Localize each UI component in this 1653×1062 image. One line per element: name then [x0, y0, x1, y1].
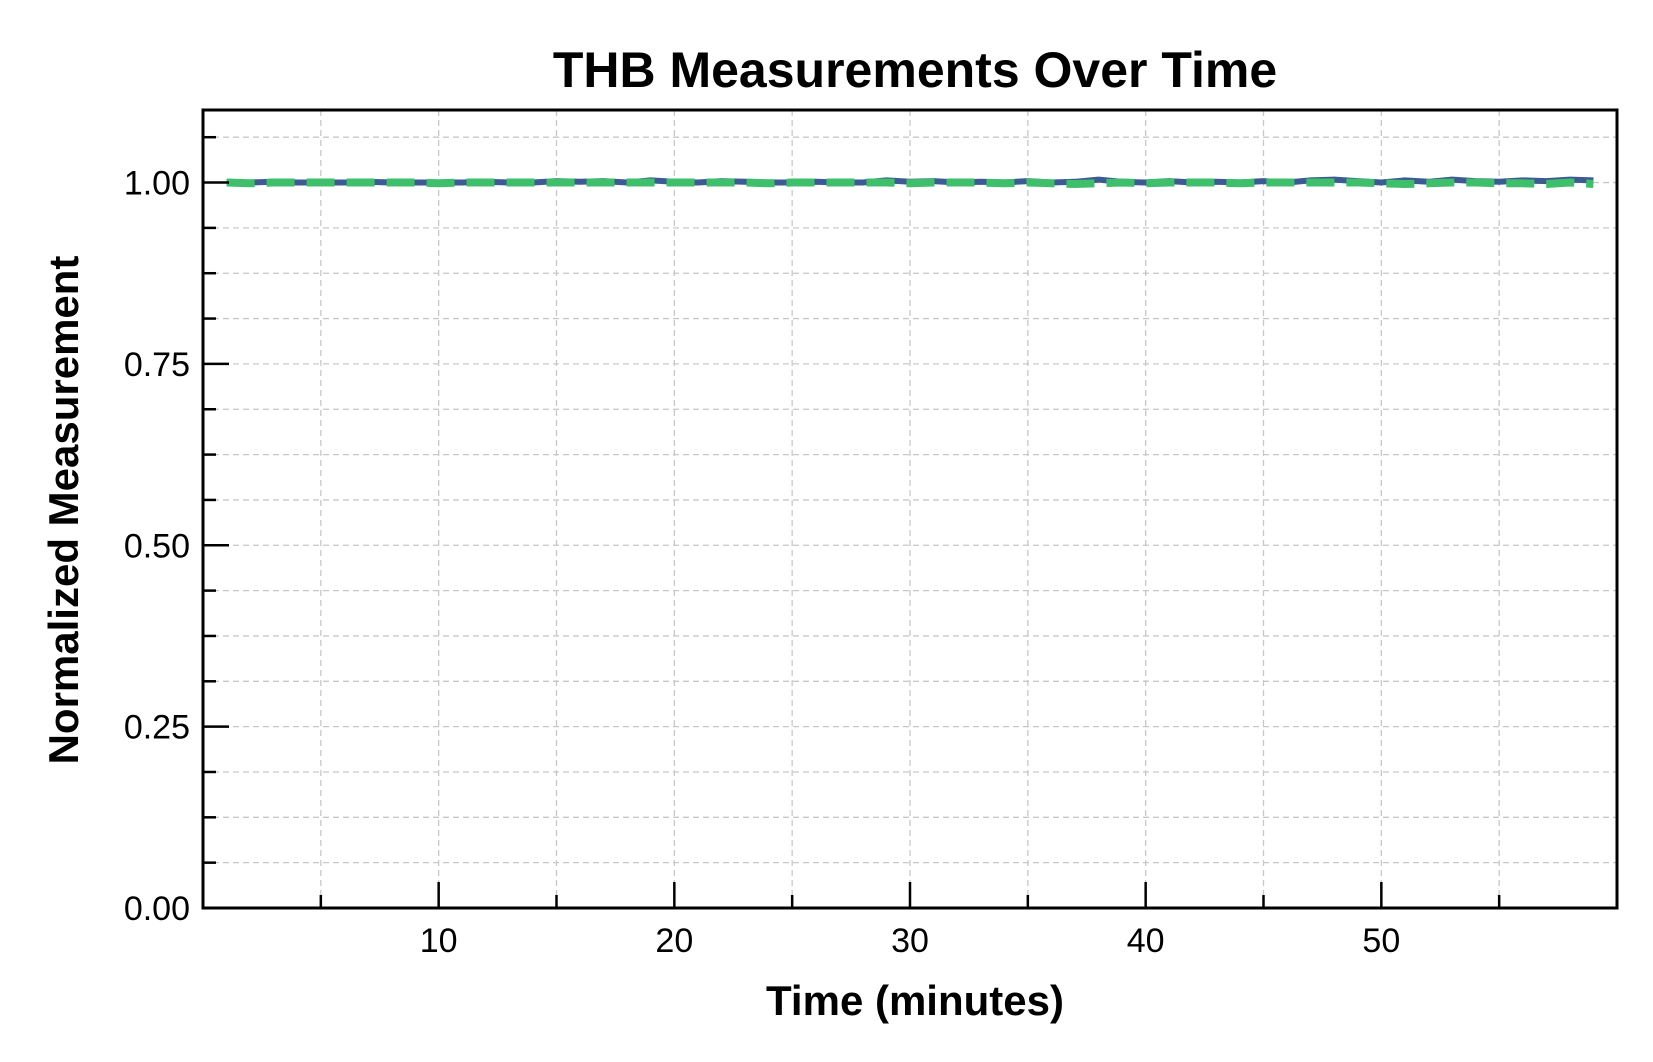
- x-tick-label: 40: [1127, 922, 1165, 960]
- plot-series: [226, 176, 1594, 188]
- x-tick-label: 50: [1362, 922, 1400, 960]
- x-tick-label: 10: [420, 922, 458, 960]
- y-tick-label: 0.75: [124, 346, 190, 384]
- x-tick-label: 20: [655, 922, 693, 960]
- x-axis-label: Time (minutes): [766, 977, 1064, 1024]
- y-axis-label: Normalized Measurement: [40, 256, 87, 765]
- plot-frame: [201, 108, 1619, 910]
- chart-title: THB Measurements Over Time: [553, 42, 1277, 98]
- y-tick-label: 0.25: [124, 709, 190, 747]
- y-tick-labels: 0.00 0.25 0.50 0.75 1.00: [124, 165, 190, 928]
- y-tick-label: 0.50: [124, 527, 190, 565]
- x-tick-label: 30: [891, 922, 929, 960]
- y-tick-label: 1.00: [124, 165, 190, 203]
- series-line-2: [226, 178, 1594, 188]
- y-tick-label: 0.00: [124, 890, 190, 928]
- x-tick-labels: 10 20 30 40 50: [420, 922, 1400, 960]
- grid: [203, 110, 1617, 908]
- axis-ticks: [203, 135, 1501, 908]
